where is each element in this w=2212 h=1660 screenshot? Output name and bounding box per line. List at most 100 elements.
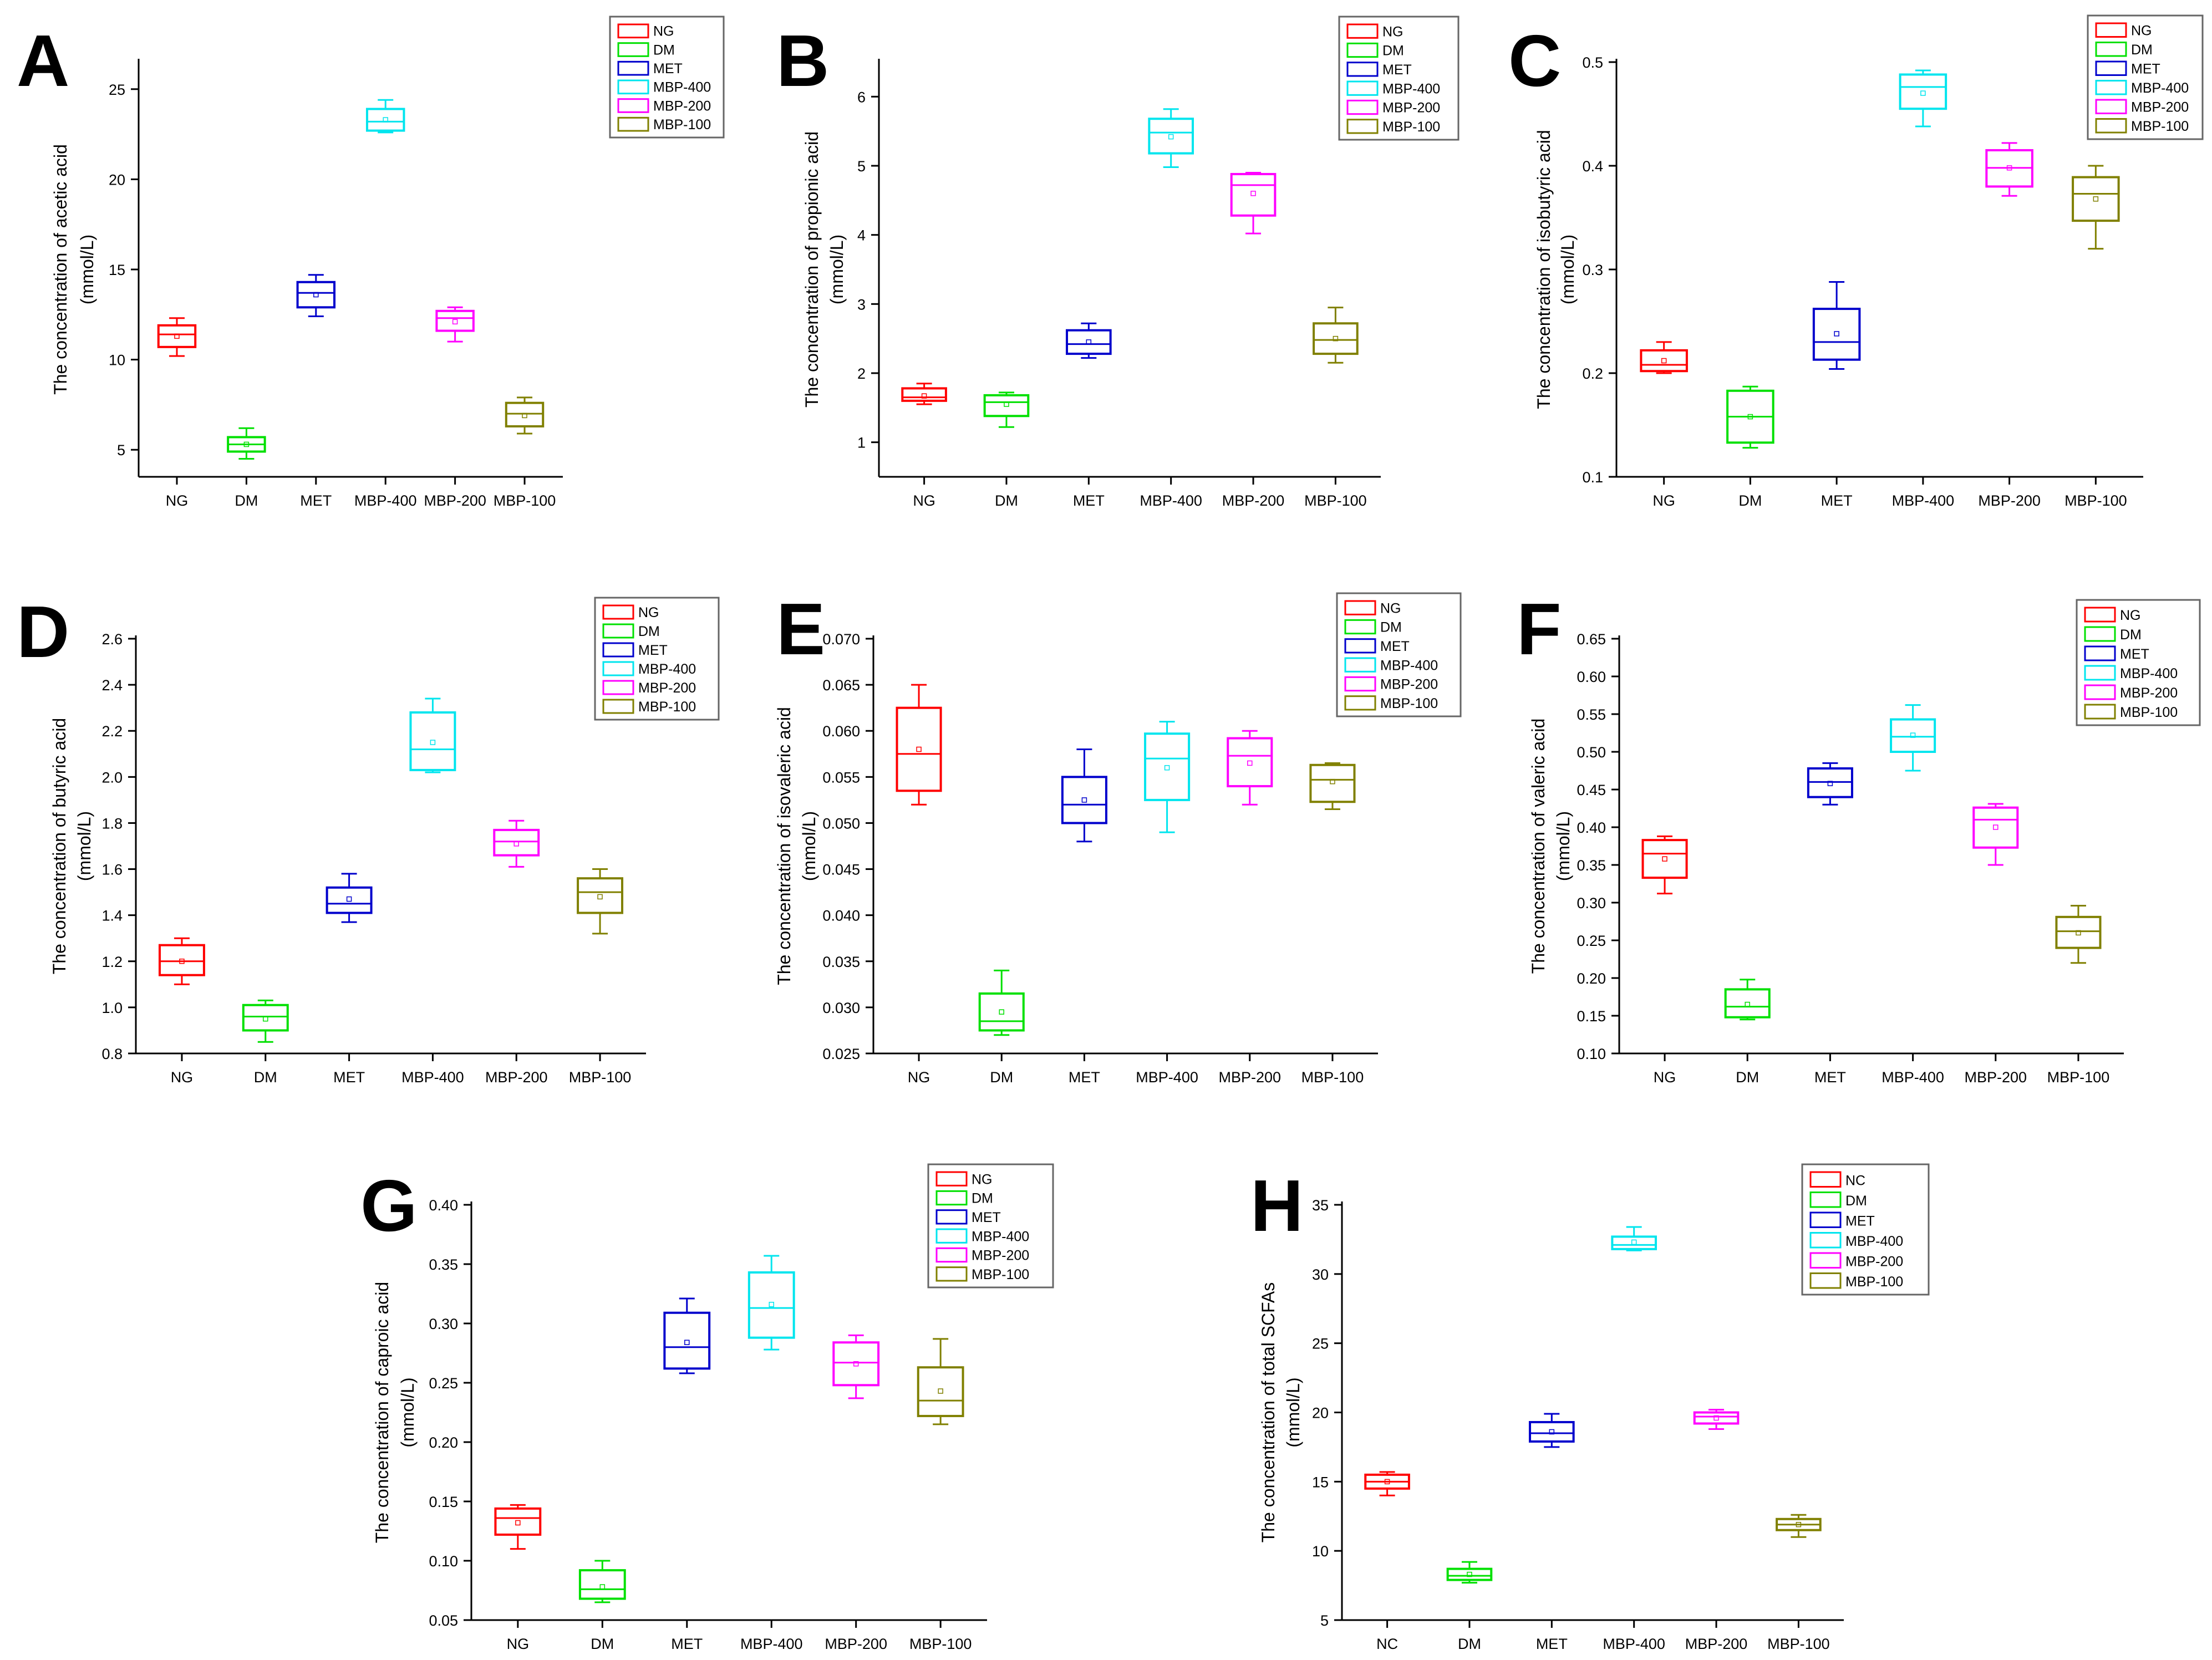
legend-swatch [1809,1252,1842,1269]
legend: NG DM MET MBP-400 MBP-200 MBP-100 [1336,592,1462,717]
box-ng [1640,341,1688,374]
legend-swatch [935,1190,968,1206]
legend-swatch [1346,62,1379,77]
mean-marker [2093,196,2099,202]
box-iqr [1066,329,1112,355]
box-iqr [1144,732,1191,801]
legend: NG DM MET MBP-400 MBP-200 MBP-100 [609,16,725,139]
mean-marker [452,319,458,325]
y-tick-label: 1 [857,435,866,451]
box-mbp-100 [1309,762,1356,811]
x-tick-label: DM [1458,1636,1481,1652]
legend-swatch [617,98,649,113]
legend-label: MET [2131,62,2160,77]
mean-marker [597,894,603,900]
box-dm [1446,1561,1493,1584]
legend-swatch [1346,80,1379,96]
legend-label: MBP-100 [1380,696,1438,711]
box-dm [983,391,1030,428]
legend-label: MET [1845,1214,1875,1229]
box-iqr [747,1271,795,1339]
y-axis-title: The concentration of valeric acid [1528,719,1548,974]
box-iqr [1812,308,1861,361]
x-tick-label: DM [1736,1069,1759,1086]
legend-label: NG [2131,23,2152,39]
x-tick-label: MBP-200 [485,1069,548,1086]
box-mbp-100 [2055,904,2102,964]
legend-label: MET [653,61,683,77]
box-mbp-100 [1313,307,1359,364]
mean-marker [853,1361,859,1367]
box-met [1061,748,1107,843]
box-mbp-200 [1230,171,1277,235]
box-iqr [1309,763,1356,803]
y-axis-title: The concentration of isovaleric acid [774,707,794,985]
y-tick-label: 0.40 [1577,819,1606,836]
y-tick-label: 1.2 [101,954,123,970]
x-tick-label: DM [235,492,258,509]
legend-label: NG [1380,600,1401,616]
x-tick-label: MBP-200 [825,1636,887,1652]
legend-label: DM [1382,43,1404,59]
legend-label: DM [972,1191,993,1206]
box-mbp-100 [2072,165,2120,250]
panel-letter: E [776,588,825,670]
mean-marker [921,393,927,399]
y-axis-title: The concentration of isobutyric acid [1534,130,1554,409]
y-tick-label: 2.4 [101,677,123,694]
y-axis-unit: (mmol/L) [1283,1377,1303,1447]
y-tick-label: 4 [857,227,866,244]
legend-swatch [602,661,634,676]
mean-marker [1920,90,1926,96]
legend-label: MBP-100 [2131,119,2189,134]
box-mbp-400 [409,697,456,773]
panel-f: F 0.10 0.15 0.20 0.25 0.30 0.35 0.40 0.45 0.50 0.5… [1517,588,2201,1086]
legend-swatch [2095,60,2127,76]
box-mbp-400 [1890,704,1936,772]
y-tick-label: 10 [109,352,125,369]
box-mbp-200 [435,306,475,343]
legend-swatch [1346,99,1379,115]
legend-label: MBP-400 [2120,666,2178,681]
x-tick-label: NG [166,492,189,509]
legend: NG DM MET MBP-400 MBP-200 MBP-100 [2087,14,2204,140]
box-iqr [1890,718,1936,753]
y-tick-label: 0.30 [429,1316,458,1332]
mean-marker [999,1009,1004,1015]
legend-label: MBP-200 [2120,685,2178,701]
x-tick-label: DM [990,1069,1013,1086]
y-tick-label: 0.035 [822,954,860,970]
box-iqr [1693,1411,1740,1425]
y-tick-label: 0.025 [822,1046,860,1062]
box-mbp-200 [1693,1409,1740,1430]
y-tick-label: 0.050 [822,815,860,832]
y-tick-label: 1.8 [101,815,123,832]
mean-marker [916,746,922,752]
x-tick-label: MBP-200 [1218,1069,1281,1086]
legend-label: MBP-100 [2120,705,2178,720]
box-iqr [1148,118,1194,155]
y-tick-label: 0.50 [1577,744,1606,761]
y-tick-label: 0.2 [1582,365,1603,382]
box-dm [1726,385,1774,449]
legend-swatch [1344,676,1376,692]
x-tick-label: MBP-100 [909,1636,972,1652]
y-tick-label: 0.35 [429,1256,458,1273]
box-mbp-400 [365,99,405,134]
x-tick-label: NG [908,1069,930,1086]
legend-swatch [617,42,649,57]
x-tick-label: NG [913,492,935,509]
box-iqr [2072,176,2120,222]
y-tick-label: 0.25 [1577,933,1606,949]
panel-b: B 1 2 3 4 5 6 NG DM MET MBP-400 MBP-200 MBP-100 The c… [776,16,1460,509]
legend-swatch [602,642,634,658]
box-dm [1724,979,1771,1021]
x-tick-label: MBP-100 [569,1069,632,1086]
x-tick-label: MBP-400 [401,1069,464,1086]
x-tick-label: MET [300,492,332,509]
box-iqr [832,1341,880,1387]
box-iqr [326,886,373,914]
box-iqr [296,281,336,309]
x-tick-label: MET [1073,492,1105,509]
legend-swatch [1809,1171,1842,1188]
